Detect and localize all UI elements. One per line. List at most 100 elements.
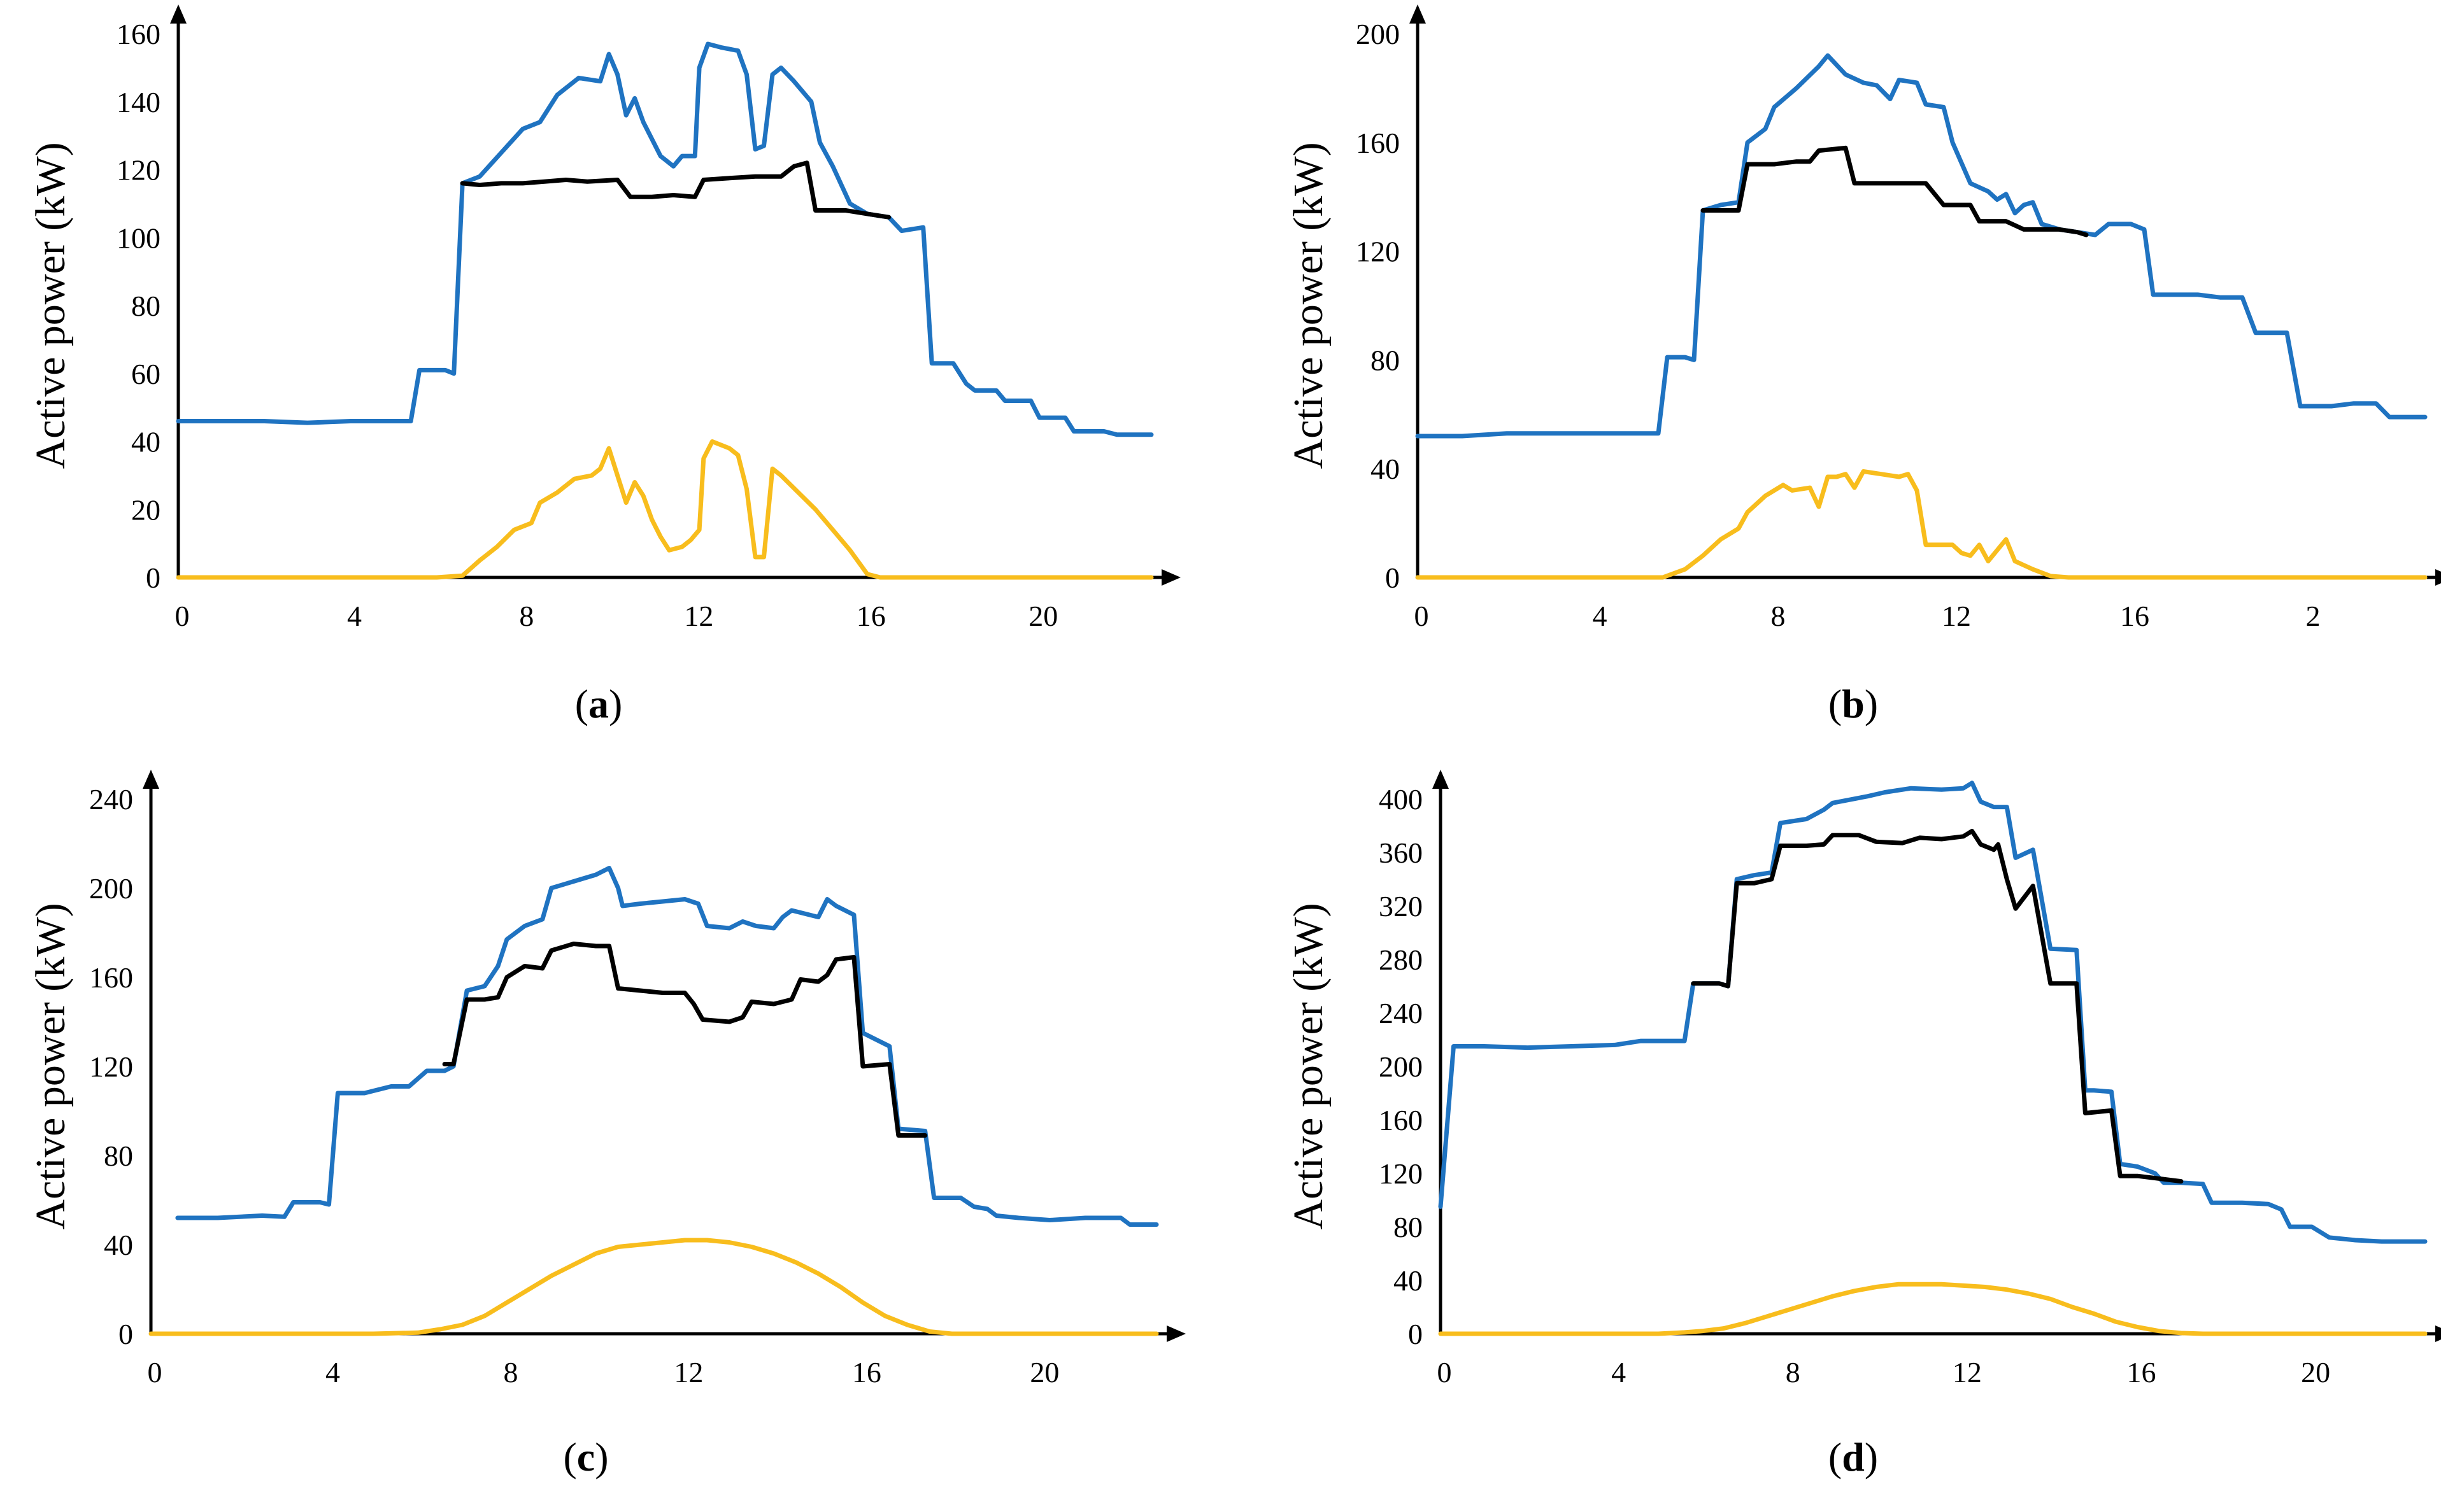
y-tick-label: 80 bbox=[1370, 344, 1400, 376]
series-line-solar bbox=[148, 1238, 1159, 1336]
x-tick-label: 4 bbox=[1611, 1356, 1626, 1388]
series-line-middle bbox=[442, 942, 928, 1138]
y-tick-label: 80 bbox=[131, 290, 160, 322]
y-tick-label: 100 bbox=[117, 222, 160, 254]
x-tick-label: 8 bbox=[503, 1356, 518, 1388]
caption-open-paren: ( bbox=[1828, 681, 1842, 726]
y-tick-label: 40 bbox=[1393, 1264, 1423, 1297]
x-axis-arrowhead bbox=[1162, 569, 1181, 586]
x-tick-label: 8 bbox=[1771, 600, 1786, 632]
caption-letter: d bbox=[1842, 1434, 1865, 1480]
x-tick-label: 0 bbox=[175, 600, 190, 632]
x-tick-label: 8 bbox=[1786, 1356, 1800, 1388]
y-tick-label: 40 bbox=[1370, 453, 1400, 485]
caption-close-paren: ) bbox=[609, 681, 622, 726]
y-axis-title: Active power (kW) bbox=[27, 142, 74, 469]
y-tick-label: 80 bbox=[104, 1140, 133, 1172]
caption-letter: a bbox=[588, 681, 609, 726]
x-tick-label: 20 bbox=[1030, 1356, 1059, 1388]
x-tick-label: 2 bbox=[2306, 600, 2321, 632]
x-axis-arrowhead bbox=[1167, 1325, 1186, 1342]
series-line-solar bbox=[176, 439, 1154, 580]
y-tick-label: 160 bbox=[117, 18, 160, 50]
x-tick-label: 20 bbox=[2301, 1356, 2330, 1388]
y-tick-label: 120 bbox=[89, 1050, 133, 1083]
y-tick-label: 160 bbox=[1356, 127, 1400, 159]
x-tick-label: 4 bbox=[325, 1356, 340, 1388]
chart-panel-d: 0 40 80 120 160 200 240 280 320 360 400 0 4 8 12 16 20 Ac… bbox=[1285, 770, 2441, 1480]
caption-close-paren: ) bbox=[595, 1434, 608, 1480]
y-tick-label: 240 bbox=[1379, 997, 1423, 1029]
series-line-total bbox=[175, 866, 1159, 1227]
x-tick-label: 16 bbox=[852, 1356, 881, 1388]
y-axis-arrowhead bbox=[170, 4, 187, 24]
y-tick-label: 0 bbox=[1408, 1318, 1423, 1350]
caption-letter: c bbox=[577, 1434, 595, 1480]
series-line-solar bbox=[1415, 469, 2428, 580]
y-tick-label: 280 bbox=[1379, 943, 1423, 976]
chart-panel-b: 0 40 80 120 160 200 0 4 8 12 16 2 Active power (kW) (… bbox=[1285, 4, 2441, 726]
x-tick-label: 12 bbox=[1953, 1356, 1982, 1388]
y-tick-label: 0 bbox=[146, 562, 160, 594]
y-tick-label: 400 bbox=[1379, 783, 1423, 816]
caption-letter: b bbox=[1842, 681, 1865, 726]
caption-close-paren: ) bbox=[1865, 681, 1878, 726]
y-tick-label: 0 bbox=[118, 1318, 133, 1350]
y-axis-title: Active power (kW) bbox=[27, 903, 74, 1229]
y-tick-label: 40 bbox=[104, 1229, 133, 1261]
chart-panel-c: 0 40 80 120 160 200 240 0 4 8 12 16 20 Active power (… bbox=[27, 770, 1186, 1480]
y-tick-label: 360 bbox=[1379, 837, 1423, 869]
x-tick-label: 16 bbox=[2127, 1356, 2156, 1388]
series-line-middle bbox=[1691, 828, 2184, 1184]
x-tick-label: 0 bbox=[1437, 1356, 1452, 1388]
x-tick-label: 16 bbox=[2120, 600, 2149, 632]
y-tick-label: 20 bbox=[131, 493, 160, 526]
y-tick-label: 160 bbox=[1379, 1104, 1423, 1136]
x-tick-label: 12 bbox=[684, 600, 713, 632]
series-line-total bbox=[1415, 53, 2428, 439]
x-tick-label: 12 bbox=[674, 1356, 703, 1388]
caption-open-paren: ( bbox=[563, 1434, 576, 1480]
y-tick-label: 200 bbox=[89, 872, 133, 905]
x-tick-label: 16 bbox=[857, 600, 886, 632]
x-tick-label: 8 bbox=[519, 600, 534, 632]
caption-open-paren: ( bbox=[1828, 1434, 1842, 1480]
series-line-total bbox=[1438, 781, 2428, 1244]
x-tick-label: 4 bbox=[1593, 600, 1607, 632]
caption-close-paren: ) bbox=[1865, 1434, 1878, 1480]
y-axis-title: Active power (kW) bbox=[1285, 142, 1332, 469]
x-tick-label: 0 bbox=[1414, 600, 1429, 632]
y-axis-arrowhead bbox=[1409, 4, 1426, 24]
chart-panel-a: 0 20 40 60 80 100 120 140 160 0 4 8 12 16 20 Active pow… bbox=[27, 4, 1181, 726]
x-tick-label: 0 bbox=[148, 1356, 162, 1388]
panel-caption: (a) bbox=[575, 681, 623, 726]
x-tick-label: 4 bbox=[347, 600, 362, 632]
panel-caption: (d) bbox=[1828, 1434, 1878, 1480]
y-tick-label: 40 bbox=[131, 426, 160, 458]
y-tick-label: 200 bbox=[1379, 1050, 1423, 1083]
panel-caption: (b) bbox=[1828, 681, 1878, 726]
series-line-total bbox=[176, 41, 1154, 437]
y-tick-label: 60 bbox=[131, 358, 160, 390]
series-line-middle bbox=[460, 160, 892, 220]
y-tick-label: 80 bbox=[1393, 1211, 1423, 1243]
panel-caption: (c) bbox=[563, 1434, 608, 1480]
y-tick-label: 0 bbox=[1385, 562, 1400, 594]
y-tick-label: 120 bbox=[1379, 1157, 1423, 1190]
caption-open-paren: ( bbox=[575, 681, 588, 726]
y-tick-label: 140 bbox=[117, 86, 160, 118]
y-tick-label: 240 bbox=[89, 783, 133, 816]
y-tick-label: 160 bbox=[89, 961, 133, 994]
y-axis-arrowhead bbox=[1432, 770, 1449, 789]
x-axis-arrowhead bbox=[2435, 1325, 2441, 1342]
y-axis-title: Active power (kW) bbox=[1285, 903, 1332, 1229]
y-tick-label: 120 bbox=[117, 154, 160, 187]
series-line-middle bbox=[1700, 145, 2089, 237]
x-axis-arrowhead bbox=[2435, 569, 2441, 586]
series-line-solar bbox=[1438, 1282, 2428, 1336]
y-tick-label: 200 bbox=[1356, 18, 1400, 50]
y-tick-label: 320 bbox=[1379, 890, 1423, 922]
y-axis-arrowhead bbox=[143, 770, 159, 789]
y-tick-label: 120 bbox=[1356, 236, 1400, 268]
